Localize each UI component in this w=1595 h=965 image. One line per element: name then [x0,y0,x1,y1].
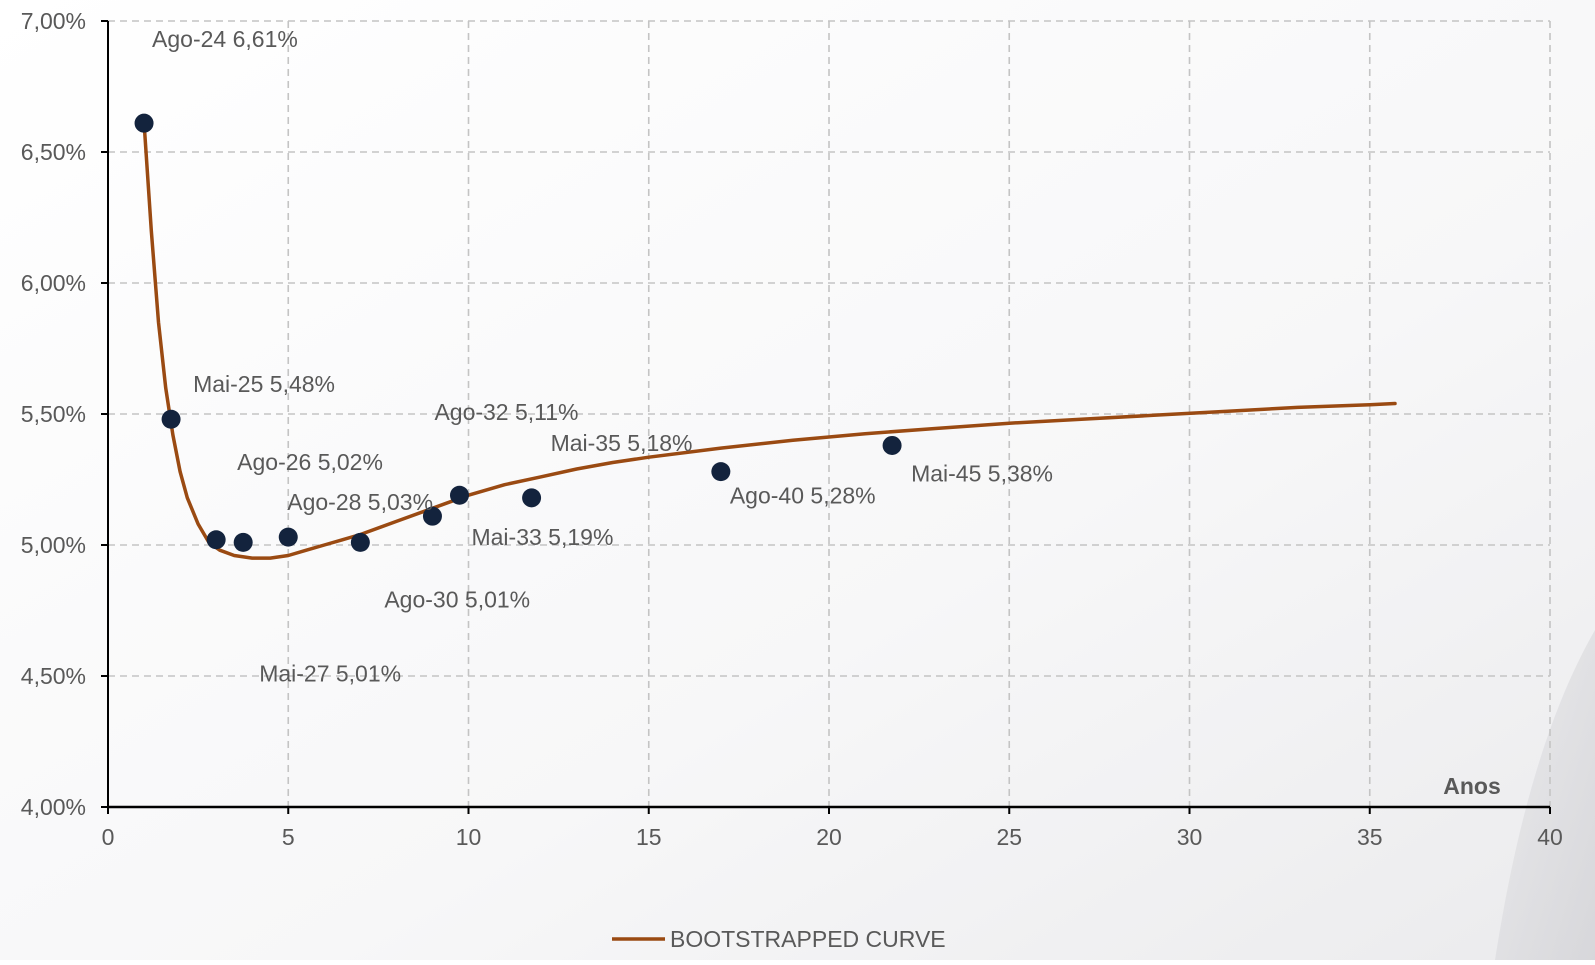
data-point [134,113,154,133]
legend-entry-label: BOOTSTRAPPED CURVE [670,926,946,952]
x-tick-label: 0 [102,824,115,850]
data-label: Ago-32 5,11% [434,399,578,425]
x-tick-label: 35 [1357,824,1383,850]
data-label: Mai-27 5,01% [259,660,401,686]
legend: BOOTSTRAPPED CURVE [612,926,946,952]
data-label: Mai-33 5,19% [471,524,613,550]
x-axis-title: Anos [1443,773,1501,799]
series [142,121,1397,560]
data-label: Mai-45 5,38% [911,460,1053,486]
data-label: Ago-30 5,01% [384,586,530,612]
data-label: Ago-26 5,02% [237,449,383,475]
data-point [522,488,542,508]
data-label: Ago-24 6,61% [152,26,298,52]
y-tick-label: 5,00% [21,532,86,558]
grid [108,20,1551,807]
data-point [233,532,253,552]
background-swoosh [1495,630,1595,960]
y-tick-label: 6,50% [21,139,86,165]
x-tick-label: 25 [996,824,1022,850]
data-label: Ago-28 5,03% [287,489,433,515]
data-point [161,409,181,429]
data-point [206,530,226,550]
data-point [422,506,442,526]
x-tick-label: 15 [636,824,662,850]
x-tick-label: 10 [456,824,482,850]
data-point [449,485,469,505]
x-tick-label: 5 [282,824,295,850]
data-labels: Ago-24 6,61% Mai-25 5,48% Ago-26 5,02% Mai-… [152,26,1053,686]
y-tick-label: 5,50% [21,401,86,427]
data-point [278,527,298,547]
x-tick-label: 20 [816,824,842,850]
y-tick-label: 7,00% [21,8,86,34]
data-point [350,532,370,552]
y-tick-label: 4,00% [21,794,86,820]
data-label: Mai-35 5,18% [551,430,693,456]
x-tick-label: 30 [1177,824,1203,850]
x-tick-label: 40 [1537,824,1563,850]
y-tick-label: 4,50% [21,663,86,689]
axes: 4,00% 4,50% 5,00% 5,50% 6,00% 6,50% 7,00% 0 5 10 1… [21,8,1563,850]
data-label: Mai-25 5,48% [193,371,335,397]
data-points [134,113,902,552]
data-point [882,435,902,455]
series-line-bootstrapped-curve [142,121,1397,560]
data-point [711,462,731,482]
y-tick-label: 6,00% [21,270,86,296]
data-label: Ago-40 5,28% [730,483,876,509]
